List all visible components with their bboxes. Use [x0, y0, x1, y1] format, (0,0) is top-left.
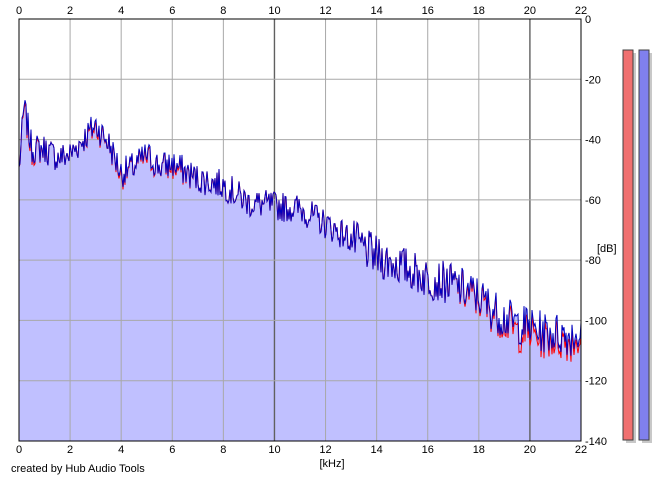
x-tick-label-bottom: 12: [319, 444, 331, 456]
y-axis-label: [dB]: [597, 243, 617, 255]
x-axis-label: [kHz]: [319, 458, 344, 470]
x-tick-label-bottom: 22: [575, 444, 587, 456]
x-tick-label-top: 22: [575, 5, 587, 17]
x-tick-label-top: 6: [169, 5, 175, 17]
y-tick-label: -120: [585, 376, 607, 388]
x-tick-label-top: 2: [67, 5, 73, 17]
series-line-blue: [18, 100, 582, 356]
y-tick-label: -80: [585, 255, 601, 267]
x-tick-label-top: 4: [118, 5, 124, 17]
x-tick-label-top: 12: [319, 5, 331, 17]
spectrum-fill: [19, 100, 581, 441]
x-tick-label-top: 18: [473, 5, 485, 17]
y-tick-label: 0: [585, 14, 591, 26]
x-tick-label-bottom: 4: [118, 444, 124, 456]
plot-frame: [18, 18, 582, 442]
x-tick-label-top: 14: [371, 5, 383, 17]
y-tick-label: -140: [585, 436, 607, 448]
y-tick-label: -20: [585, 74, 601, 86]
x-tick-label-top: 8: [220, 5, 226, 17]
x-tick-label-bottom: 8: [220, 444, 226, 456]
x-tick-label-bottom: 0: [16, 444, 22, 456]
level-meter-bar: [622, 49, 634, 441]
x-tick-label-top: 0: [16, 5, 22, 17]
y-tick-label: -40: [585, 135, 601, 147]
x-tick-label-bottom: 6: [169, 444, 175, 456]
x-tick-label-bottom: 10: [268, 444, 280, 456]
x-tick-label-top: 10: [268, 5, 280, 17]
x-tick-label-bottom: 2: [67, 444, 73, 456]
x-tick-label-bottom: 16: [422, 444, 434, 456]
y-tick-label: -60: [585, 195, 601, 207]
y-tick-label: -100: [585, 315, 607, 327]
credit-text: created by Hub Audio Tools: [11, 463, 145, 475]
x-tick-label-bottom: 14: [371, 444, 383, 456]
x-tick-label-top: 20: [524, 5, 536, 17]
level-meter-bar: [638, 49, 650, 441]
x-tick-label-bottom: 18: [473, 444, 485, 456]
x-tick-label-bottom: 20: [524, 444, 536, 456]
x-tick-label-top: 16: [422, 5, 434, 17]
